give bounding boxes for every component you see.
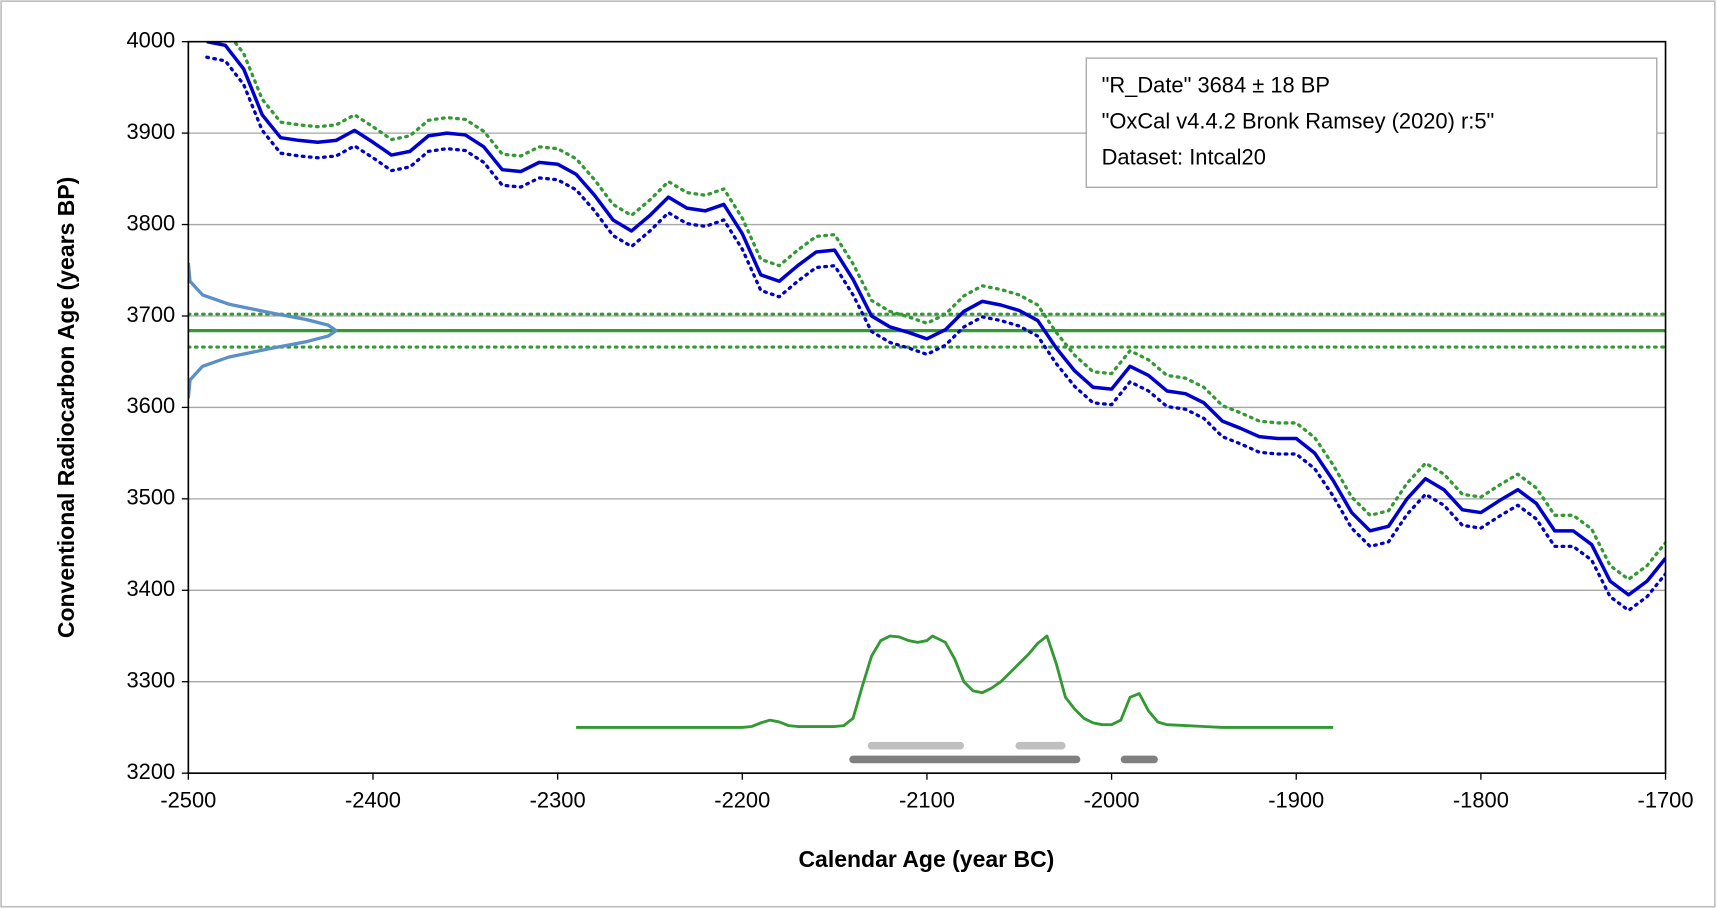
x-tick-label: -1800 bbox=[1453, 787, 1509, 812]
calibration-band bbox=[205, 55, 1666, 613]
y-axis-title: Conventional Radiocarbon Age (years BP) bbox=[53, 177, 79, 638]
y-tick-label: 3400 bbox=[127, 576, 176, 601]
y-tick-label: 3800 bbox=[127, 210, 176, 235]
x-tick-label: -2000 bbox=[1084, 787, 1140, 812]
plot-area bbox=[188, 41, 1666, 764]
axes: 3200 3300 3400 3500 3600 3700 3800 3900 4000 -250… bbox=[127, 27, 1694, 812]
x-axis-title: Calendar Age (year BC) bbox=[798, 846, 1054, 872]
y-tick-label: 3900 bbox=[127, 119, 176, 144]
y-tick-label: 3600 bbox=[127, 393, 176, 418]
measurement-distribution bbox=[188, 262, 338, 399]
legend-text: Dataset: Intcal20 bbox=[1102, 145, 1266, 170]
legend-text: "OxCal v4.4.2 Bronk Ramsey (2020) r:5" bbox=[1102, 108, 1495, 133]
x-tick-label: -2500 bbox=[160, 787, 216, 812]
y-tick-label: 3300 bbox=[127, 667, 176, 692]
x-tick-label: -2200 bbox=[714, 787, 770, 812]
x-tick-label: -2400 bbox=[345, 787, 401, 812]
calibration-band bbox=[232, 41, 1666, 581]
calibration-curve bbox=[206, 41, 1666, 597]
y-tick-label: 3500 bbox=[127, 485, 176, 510]
calibrated-distribution bbox=[576, 634, 1334, 729]
y-tick-label: 4000 bbox=[127, 27, 176, 52]
x-tick-label: -1900 bbox=[1268, 787, 1324, 812]
legend-text: "R_Date" 3684 ± 18 BP bbox=[1102, 72, 1330, 97]
legend-box bbox=[1085, 57, 1658, 188]
x-tick-label: -1700 bbox=[1638, 787, 1694, 812]
y-tick-label: 3200 bbox=[127, 759, 176, 784]
legend: "R_Date" 3684 ± 18 BP "OxCal v4.4.2 Bron… bbox=[1085, 57, 1658, 188]
x-tick-label: -2300 bbox=[530, 787, 586, 812]
x-tick-label: -2100 bbox=[899, 787, 955, 812]
y-tick-label: 3700 bbox=[127, 302, 176, 327]
